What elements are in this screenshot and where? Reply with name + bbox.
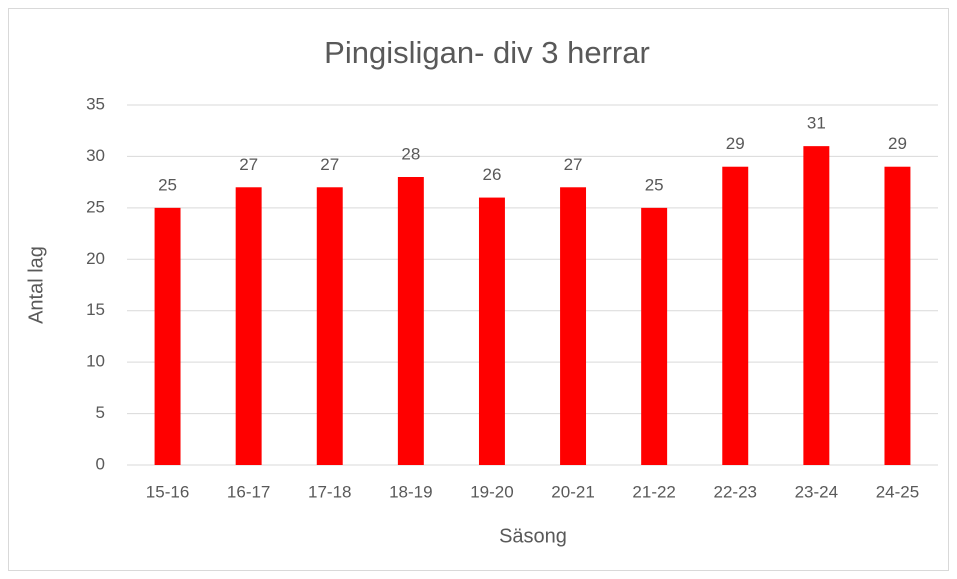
- x-axis-label: Säsong: [499, 525, 567, 547]
- data-label: 27: [239, 155, 258, 174]
- y-tick-label: 20: [86, 249, 105, 268]
- bar: [641, 207, 668, 465]
- y-tick-label: 25: [86, 197, 105, 216]
- y-tick-label: 0: [96, 454, 105, 473]
- x-tick-label: 21-22: [632, 482, 675, 501]
- data-label: 27: [564, 155, 583, 174]
- x-tick-label: 24-25: [876, 482, 919, 501]
- bar: [397, 177, 424, 465]
- y-tick-label: 5: [96, 403, 105, 422]
- y-axis-label: Antal lag: [25, 246, 47, 324]
- data-label: 31: [807, 114, 826, 133]
- x-tick-label: 20-21: [551, 482, 594, 501]
- bar: [803, 146, 830, 465]
- data-label: 25: [158, 175, 177, 194]
- x-tick-label: 23-24: [795, 482, 838, 501]
- data-label: 25: [645, 175, 664, 194]
- bar: [560, 187, 587, 466]
- data-label: 29: [726, 134, 745, 153]
- bar: [884, 166, 911, 465]
- x-tick-label: 22-23: [714, 482, 757, 501]
- data-label: 29: [888, 134, 907, 153]
- bar: [478, 197, 505, 466]
- y-tick-label: 35: [86, 94, 105, 113]
- bar: [316, 187, 343, 466]
- x-tick-label: 18-19: [389, 482, 432, 501]
- x-tick-label: 19-20: [470, 482, 513, 501]
- y-tick-label: 10: [86, 352, 105, 371]
- data-label: 26: [482, 165, 501, 184]
- data-label: 28: [401, 144, 420, 163]
- data-label: 27: [320, 155, 339, 174]
- chart-title: Pingisligan- div 3 herrar: [324, 35, 650, 70]
- bar: [722, 166, 749, 465]
- x-tick-label: 16-17: [227, 482, 270, 501]
- x-tick-label: 17-18: [308, 482, 351, 501]
- y-tick-label: 15: [86, 300, 105, 319]
- x-tick-label: 15-16: [146, 482, 189, 501]
- bar: [154, 207, 181, 465]
- y-tick-label: 30: [86, 146, 105, 165]
- bar: [235, 187, 262, 466]
